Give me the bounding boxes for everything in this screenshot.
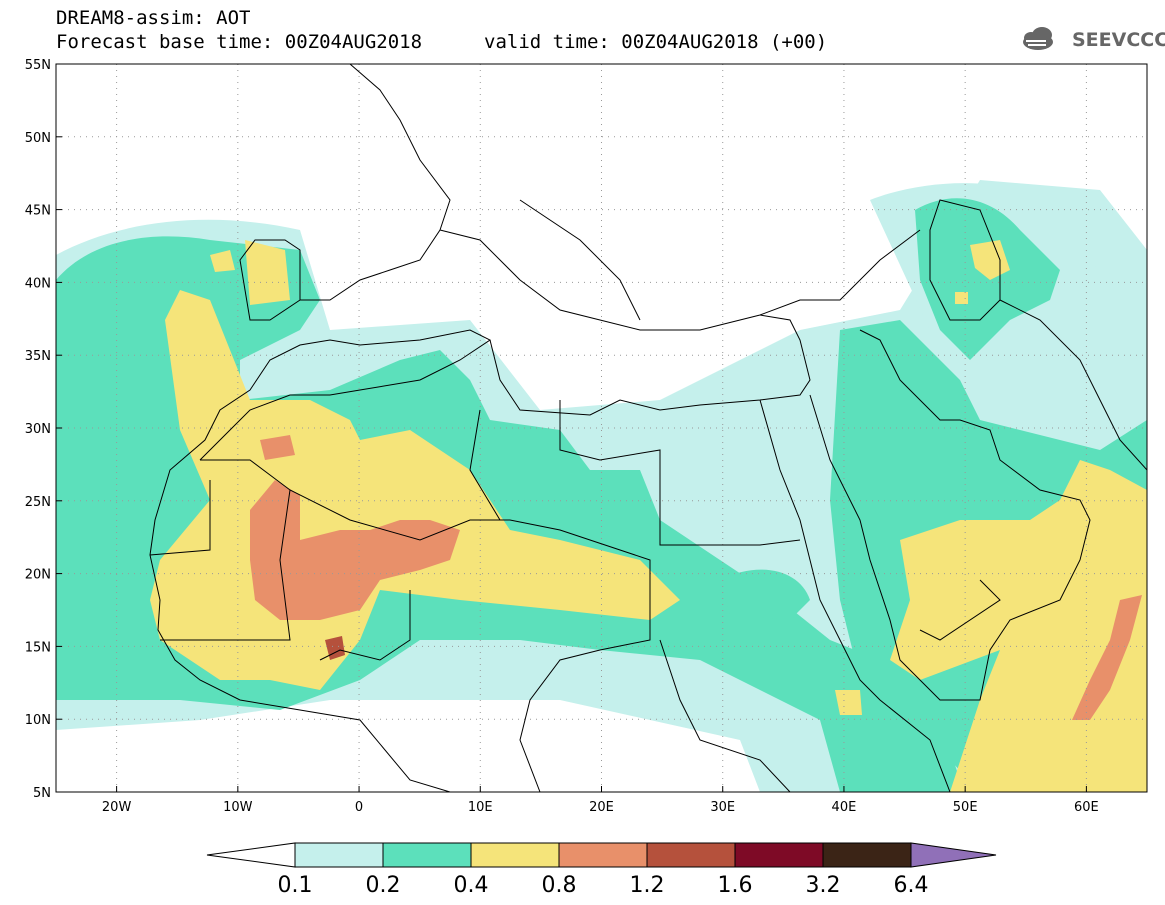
y-tick-label: 45N: [25, 204, 51, 219]
aot-zone-green: [720, 569, 810, 620]
x-tick-label: 40E: [832, 800, 857, 815]
y-tick-label: 25N: [25, 495, 51, 510]
x-tick-label: 10W: [223, 800, 253, 815]
y-tick-label: 20N: [25, 568, 51, 583]
colorbar-swatch: [382, 842, 472, 868]
title-valid-time: valid time: 00Z04AUG2018 (+00): [484, 31, 828, 53]
aot-zone-yellow: [210, 250, 235, 272]
x-tick-label: 60E: [1074, 800, 1099, 815]
map-grid: [56, 63, 1147, 793]
aot-zone-red: [325, 636, 345, 660]
colorbar-label: 1.6: [718, 873, 753, 898]
x-tick-label: 20W: [102, 800, 132, 815]
colorbar-swatch: [822, 842, 912, 868]
aot-zone-yellow: [835, 690, 862, 715]
aot-field: [56, 180, 1147, 792]
colorbar-label: 6.4: [894, 873, 929, 898]
aot-zone-yellow: [245, 240, 290, 305]
x-tick-label: 10E: [468, 800, 493, 815]
cloud-icon: [1023, 27, 1053, 50]
colorbar-label: 0.8: [542, 873, 577, 898]
aot-zone-yellow: [955, 292, 968, 304]
y-tick-label: 10N: [25, 713, 51, 728]
title-line-1: DREAM8-assim: AOT: [56, 7, 251, 29]
aot-zone-orange: [1072, 595, 1142, 720]
y-tick-label: 40N: [25, 276, 51, 291]
colorbar-swatch: [470, 842, 560, 868]
aot-zone-orange: [260, 435, 295, 460]
logo-text: SEEVCCC: [1072, 29, 1165, 51]
y-tick-label: 5N: [33, 786, 51, 801]
x-tick-label: 20E: [589, 800, 614, 815]
x-tick-label: 30E: [710, 800, 735, 815]
colorbar-label: 3.2: [806, 873, 841, 898]
y-tick-label: 55N: [25, 58, 51, 73]
aot-zone-orange: [250, 480, 460, 620]
y-tick-label: 35N: [25, 349, 51, 364]
colorbar-low-end: [206, 842, 296, 868]
y-tick-label: 15N: [25, 640, 51, 655]
y-tick-label: 50N: [25, 131, 51, 146]
x-tick-label: 50E: [953, 800, 978, 815]
y-tick-label: 30N: [25, 422, 51, 437]
colorbar-label: 1.2: [630, 873, 665, 898]
colorbar-label: 0.2: [366, 873, 401, 898]
title-base-time: Forecast base time: 00Z04AUG2018: [56, 31, 423, 53]
colorbar-label: 0.4: [454, 873, 489, 898]
coastlines: [149, 64, 1147, 792]
colorbar-label: 0.1: [278, 873, 313, 898]
colorbar-swatch: [294, 842, 384, 868]
x-tick-label: 0: [355, 800, 363, 815]
axis-ticks: 20W 10W 0 10E 20E 30E 40E 50E 60E 55N 50N 45N 40N 35N…: [25, 58, 1099, 815]
colorbar-swatch: [734, 842, 824, 868]
colorbar-swatch: [646, 842, 736, 868]
colorbar-swatch: [558, 842, 648, 868]
colorbar-high-end: [910, 842, 997, 868]
